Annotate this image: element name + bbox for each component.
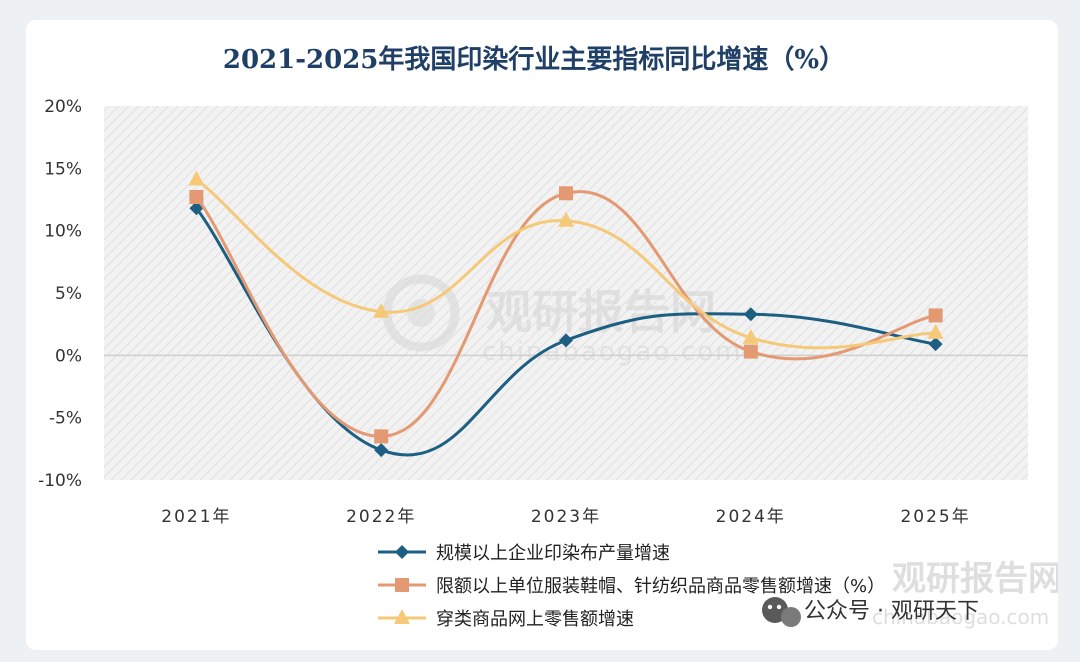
legend-item-3: 穿类商品网上零售额增速 <box>378 609 634 630</box>
series-2 <box>189 186 943 444</box>
legend-item-1: 规模以上企业印染布产量增速 <box>378 543 670 564</box>
x-tick-label: 2022年 <box>346 507 416 527</box>
y-tick-label: 0% <box>55 346 82 366</box>
x-tick-label: 2021年 <box>161 507 231 527</box>
y-tick-label: 20% <box>44 97 82 117</box>
chart-card: 2021-2025年我国印染行业主要指标同比增速（%） 观研报告网 chinab… <box>26 20 1058 650</box>
chart-title: 2021-2025年我国印染行业主要指标同比增速（%） <box>223 44 845 75</box>
data-point-diamond <box>743 307 758 322</box>
y-tick-label: 5% <box>55 284 82 304</box>
data-point-square <box>395 578 409 592</box>
legend-label: 规模以上企业印染布产量增速 <box>436 543 670 564</box>
data-point-diamond <box>395 545 409 559</box>
corner-watermark-url: chinabaogao.com <box>872 605 1049 629</box>
watermark: 观研报告网 chinabaogao.com <box>382 274 742 367</box>
corner-watermark: 观研报告网 chinabaogao.com <box>872 559 1058 629</box>
data-point-square <box>559 186 573 201</box>
y-tick-label: 15% <box>44 159 82 179</box>
x-axis: 2021年 2022年 2023年 2024年 2025年 <box>161 507 970 527</box>
data-point-square <box>374 429 389 444</box>
wechat-icon <box>762 597 801 627</box>
data-point-diamond <box>374 443 389 458</box>
series-line <box>195 190 936 438</box>
plot-area <box>104 106 1028 480</box>
y-tick-label: 10% <box>44 222 82 242</box>
data-point-triangle <box>373 302 390 318</box>
corner-watermark-brand: 观研报告网 <box>892 559 1058 599</box>
series-layer <box>188 170 944 458</box>
data-point-square <box>928 308 943 323</box>
y-tick-label: -5% <box>49 409 82 429</box>
data-point-triangle <box>927 323 944 339</box>
data-point-triangle <box>742 328 759 344</box>
x-tick-label: 2025年 <box>900 507 970 527</box>
watermark-url: chinabaogao.com <box>482 337 742 367</box>
y-tick-label: -10% <box>38 471 82 491</box>
data-point-square <box>189 190 204 205</box>
data-point-triangle <box>558 211 574 227</box>
series-3 <box>188 170 944 350</box>
data-point-square <box>743 344 758 359</box>
account-watermark: 公众号 · 观研天下 <box>804 599 979 624</box>
legend-label: 穿类商品网上零售额增速 <box>436 609 634 630</box>
data-point-triangle <box>394 609 410 624</box>
data-point-diamond <box>559 333 573 348</box>
data-point-triangle <box>188 170 205 186</box>
y-axis: -10% -5% 0% 5% 10% 15% 20% <box>38 97 82 491</box>
legend-label: 限额以上单位服装鞋帽、针纺织品商品零售额增速（%） <box>436 576 885 597</box>
x-tick-label: 2024年 <box>716 507 786 527</box>
data-point-diamond <box>928 337 943 352</box>
x-tick-label: 2023年 <box>531 507 601 527</box>
data-point-diamond <box>189 201 204 216</box>
line-chart: 2021-2025年我国印染行业主要指标同比增速（%） 观研报告网 chinab… <box>38 44 1058 630</box>
legend-item-2: 限额以上单位服装鞋帽、针纺织品商品零售额增速（%） <box>378 576 885 597</box>
